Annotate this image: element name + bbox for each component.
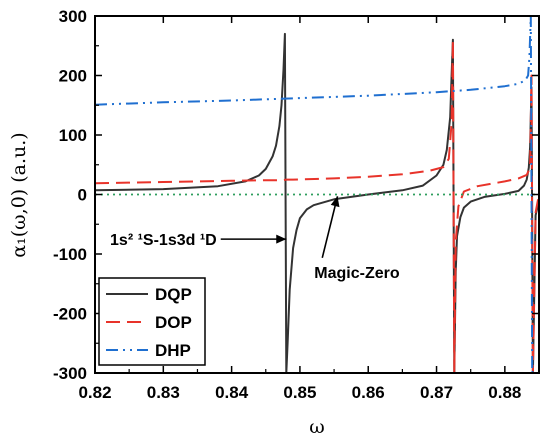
y-tick-label: -300 — [53, 364, 87, 383]
y-tick-label: 100 — [59, 126, 87, 145]
legend-label-dop: DOP — [155, 313, 192, 332]
x-axis-label: ω — [309, 416, 325, 438]
legend: DQP DOP DHP — [98, 277, 206, 366]
annotation-layer: 1s² ¹S-1s3d ¹D Magic-Zero — [110, 196, 400, 282]
x-tick-label: 0.86 — [352, 383, 385, 402]
x-tick-label: 0.87 — [420, 383, 453, 402]
y-tick-label: -200 — [53, 305, 87, 324]
y-tick-label: 300 — [59, 7, 87, 26]
series-layer — [95, 16, 539, 373]
y-axis-label: α₁(ω,0) (a.u.) — [8, 132, 30, 257]
x-tick-label: 0.84 — [215, 383, 249, 402]
legend-label-dhp: DHP — [155, 341, 191, 360]
x-tick-label: 0.82 — [78, 383, 111, 402]
y-tick-label: 200 — [59, 67, 87, 86]
series-line-dhp — [95, 16, 535, 373]
x-tick-label: 0.85 — [283, 383, 316, 402]
series-line-dop — [95, 38, 539, 373]
series-line-dqp — [95, 32, 539, 373]
annotation-text: 1s² ¹S-1s3d ¹D — [110, 232, 217, 249]
annotation-text: Magic-Zero — [314, 265, 400, 282]
annotation-arrow-head — [330, 196, 340, 208]
x-tick-label: 0.88 — [488, 383, 521, 402]
y-tick-label: 0 — [78, 186, 87, 205]
ticks-layer: 0.82 0.83 0.84 0.85 0.86 0.87 0.88 300 200 100 0 -1… — [53, 7, 539, 402]
annotation-arrow-line — [321, 196, 339, 259]
x-tick-label: 0.83 — [147, 383, 180, 402]
annotation-arrow-head — [276, 234, 287, 244]
legend-label-dqp: DQP — [155, 285, 192, 304]
y-tick-label: -100 — [53, 245, 87, 264]
